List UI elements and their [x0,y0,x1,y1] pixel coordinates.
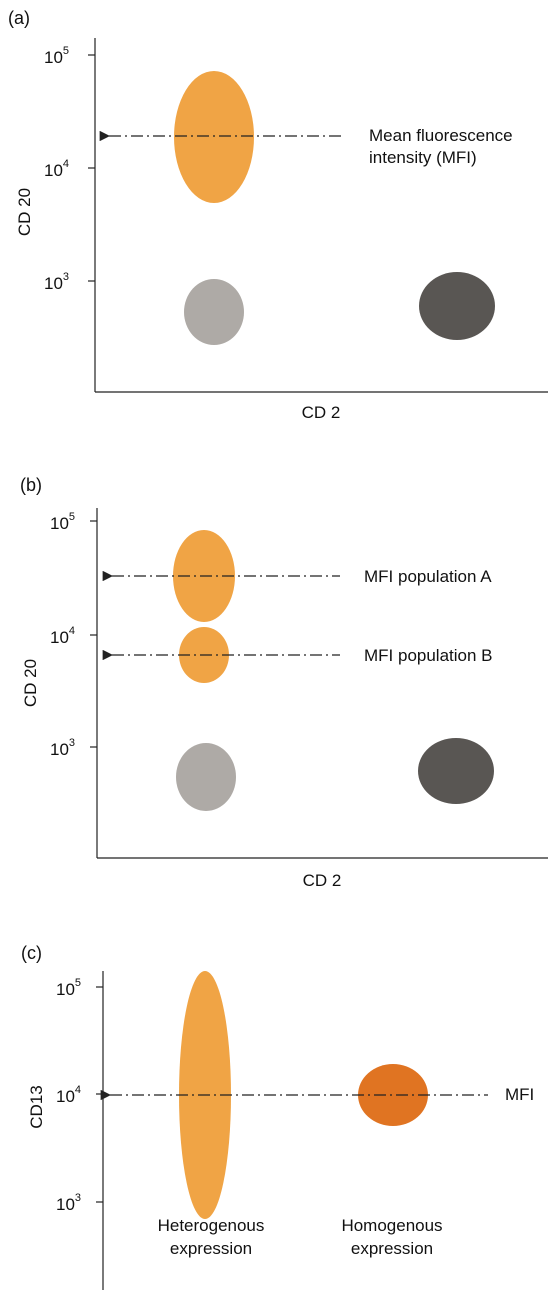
panel-b: (b) 105 104 103 CD 20 CD 2 MFI populatio… [20,475,548,890]
panel-b-tick-label: 103 [50,737,75,759]
panel-b-annotation-a: MFI population A [364,567,492,586]
panel-b-annotation-b: MFI population B [364,646,493,665]
panel-b-tick-label: 104 [50,625,75,647]
panel-c-left-caption-line2: expression [170,1239,252,1258]
panel-b-cd2-positive-population [418,738,494,804]
panel-c-tick-label: 105 [56,977,81,999]
panel-a-tick-label: 104 [44,158,69,180]
panel-b-tick-label: 105 [50,511,75,533]
panel-b-negative-population [176,743,236,811]
panel-a-x-axis-title: CD 2 [302,403,341,422]
panel-b-x-axis-title: CD 2 [303,871,342,890]
panel-a-tick-label: 105 [44,45,69,67]
panel-a-cd2-positive-population [419,272,495,340]
panel-a: (a) 105 104 103 CD 20 CD 2 Mean fluoresc… [8,8,548,422]
panel-a-negative-population [184,279,244,345]
panel-c-right-caption-line2: expression [351,1239,433,1258]
panel-c-y-axis-title: CD13 [27,1085,46,1128]
panel-a-label: (a) [8,8,30,28]
panel-a-annotation-line2: intensity (MFI) [369,148,477,167]
panel-a-tick-label: 103 [44,271,69,293]
panel-a-y-axis-title: CD 20 [15,188,34,236]
panel-b-label: (b) [20,475,42,495]
panel-b-y-axis-title: CD 20 [21,659,40,707]
panel-a-cd20-positive-population [174,71,254,203]
panel-c-right-caption-line1: Homogenous [341,1216,442,1235]
panel-c-annotation: MFI [505,1085,534,1104]
panel-a-annotation-line1: Mean fluorescence [369,126,513,145]
panel-c-tick-label: 104 [56,1084,81,1106]
panel-c-tick-label: 103 [56,1192,81,1214]
panel-c-left-caption-line1: Heterogenous [158,1216,265,1235]
panel-c: (c) 105 104 103 CD13 MFI Heterogenous ex… [21,943,534,1290]
panel-c-label: (c) [21,943,42,963]
panel-c-homogenous-population [358,1064,428,1126]
